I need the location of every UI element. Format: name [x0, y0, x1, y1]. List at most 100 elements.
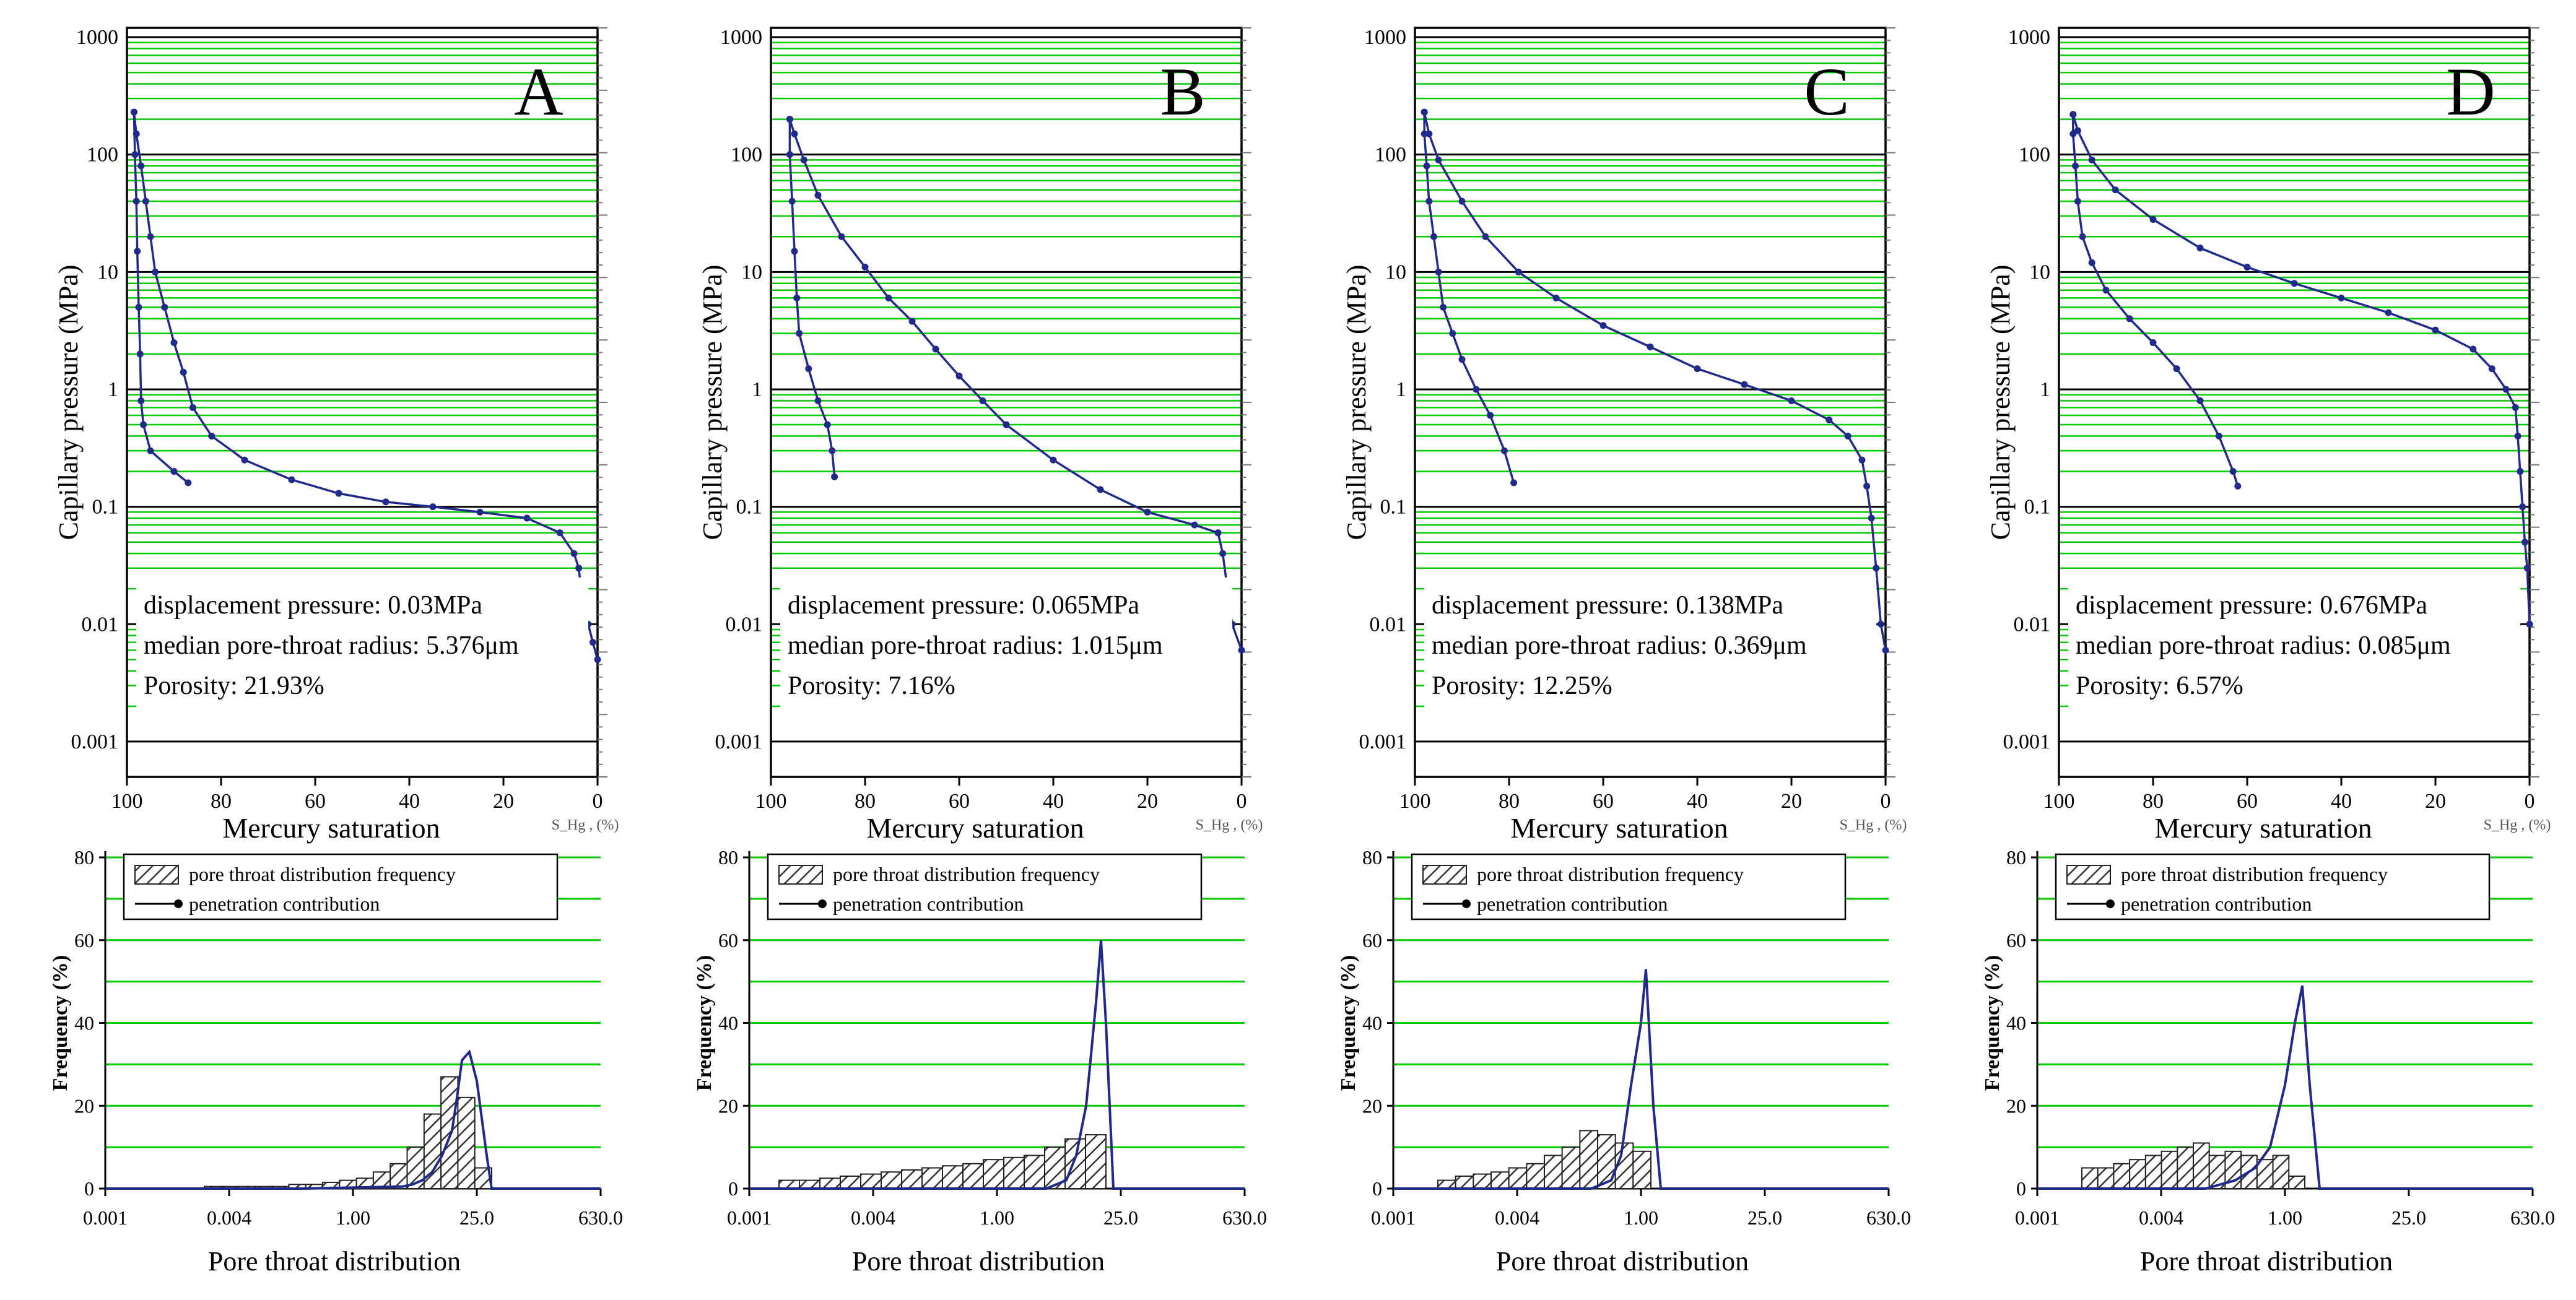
x-tick-label: 25.0 [1747, 1207, 1782, 1229]
curve-point [1425, 130, 1433, 137]
x-tick-label: 60 [2237, 790, 2258, 813]
curve-point [142, 197, 149, 205]
curve-point [1449, 329, 1456, 337]
contribution-curve [2037, 985, 2533, 1190]
x-tick-label: 630.0 [2510, 1207, 2555, 1229]
curve-point [1487, 412, 1494, 419]
y-tick-label: 0.01 [726, 613, 763, 636]
curve-point [2173, 365, 2180, 373]
curve-point [2523, 565, 2531, 572]
x-tick-label: 0 [593, 790, 603, 813]
legend-swatch-hatch [134, 865, 179, 885]
x-axis-label: Pore throat distribution [208, 1246, 461, 1276]
y-tick-label: 10 [741, 261, 762, 284]
curve-point [1482, 233, 1489, 240]
y-axis-label: Capillary pressure (MPa) [697, 265, 728, 540]
x-tick-label: 100 [111, 790, 143, 813]
y-axis-label: Frequency (%) [1981, 955, 2004, 1091]
y-tick-label: 80 [1362, 846, 1382, 869]
x-tick-label: 20 [493, 790, 514, 813]
curve-point [147, 233, 154, 240]
curve-point [793, 294, 801, 301]
annotation-box [1424, 577, 1876, 711]
pore-throat-chart-D: 0 20 40 60 80 0.001 0.004 1.00 25.0 630.0 Frequenc… [1981, 846, 2555, 1276]
legend-box [767, 853, 1203, 921]
frequency-bar [1473, 1173, 1492, 1189]
y-tick-label: 0 [1372, 1177, 1382, 1200]
x-tick-label: 0 [1237, 790, 1247, 813]
curve-point [135, 303, 142, 311]
frequency-bar [1508, 1167, 1528, 1189]
y-tick-label: 0.01 [82, 613, 119, 636]
panel-letter: B [1160, 54, 1205, 129]
curve-point [288, 476, 295, 483]
frequency-bar [860, 1173, 882, 1189]
y-tick-label: 0 [84, 1177, 94, 1200]
x-tick-label: 630.0 [1866, 1207, 1911, 1229]
annotation-line-2: median pore-throat radius: 0.085μm [2076, 631, 2451, 660]
frequency-bar [840, 1175, 861, 1189]
annotation-box [2068, 577, 2520, 711]
intrusion-curve [1423, 111, 1887, 651]
curve-point [1552, 294, 1560, 301]
curve-point [1515, 268, 1522, 275]
curve-point [208, 432, 215, 440]
curve-point [1097, 486, 1104, 493]
frequency-bar [1455, 1175, 1474, 1189]
curve-point [786, 116, 793, 123]
curve-point [1423, 162, 1430, 170]
curve-point [2126, 315, 2133, 323]
y-axis-label: Frequency (%) [693, 955, 716, 1091]
frequency-bar [778, 1179, 800, 1189]
curve-point [2072, 162, 2079, 170]
curve-point [2149, 339, 2157, 346]
x-tick-label: 100 [1399, 790, 1431, 813]
y-tick-label: 100 [1375, 144, 1406, 167]
y-tick-label: 1 [108, 378, 118, 401]
curve-point [1458, 197, 1466, 205]
y-tick-label: 1000 [1364, 26, 1406, 49]
annotation-line-1: displacement pressure: 0.03MPa [144, 591, 482, 620]
x-tick-label: 25.0 [459, 1207, 494, 1229]
withdrawal-curve [2072, 114, 2239, 487]
y-tick-label: 10 [1385, 261, 1406, 284]
curve-point [523, 514, 531, 522]
x-tick-label: 0.004 [2139, 1207, 2183, 1229]
curve-point [1510, 479, 1518, 487]
frequency-bar [1597, 1134, 1616, 1189]
x-tick-label: 0.004 [207, 1207, 251, 1229]
curve-point [1647, 343, 1654, 350]
annotation-line-3: Porosity: 6.57% [2076, 672, 2243, 700]
frequency-bar [1064, 1138, 1086, 1189]
curve-point [170, 468, 178, 475]
y-tick-label: 0.01 [1370, 613, 1407, 636]
x-axis-label: Pore throat distribution [852, 1246, 1105, 1276]
curve-point [2338, 294, 2345, 301]
x-tick-label: 80 [2143, 790, 2164, 813]
curve-point [1421, 108, 1428, 116]
curve-point [2112, 186, 2119, 194]
y-tick-label: 0.001 [1359, 730, 1407, 753]
curve-point [2519, 503, 2526, 511]
curve-point [786, 151, 793, 158]
frequency-bar [881, 1171, 902, 1189]
x-tick-label: 1.00 [2268, 1207, 2302, 1229]
y-tick-label: 60 [718, 929, 738, 951]
legend-label-frequency: pore throat distribution frequency [2121, 863, 2388, 885]
curve-point [788, 197, 796, 205]
y-tick-label: 0.1 [1380, 496, 1407, 519]
capillary-chart-A: 0.001 0.01 0.1 1 10 100 1000 100 80 60 40 20 0 Capill… [53, 26, 619, 844]
curve-point [2069, 130, 2077, 137]
annotation-box [780, 577, 1232, 711]
x-tick-label: 60 [949, 790, 970, 813]
annotation-line-1: displacement pressure: 0.065MPa [788, 591, 1139, 620]
curve-point [2521, 539, 2528, 546]
frequency-bar [2160, 1150, 2178, 1189]
curve-point [1421, 130, 1428, 137]
curve-point [1694, 365, 1701, 373]
x-tick-label: 80 [1499, 790, 1520, 813]
x-tick-label: 40 [2331, 790, 2352, 813]
curve-point [2149, 216, 2157, 223]
curve-point [791, 130, 798, 137]
